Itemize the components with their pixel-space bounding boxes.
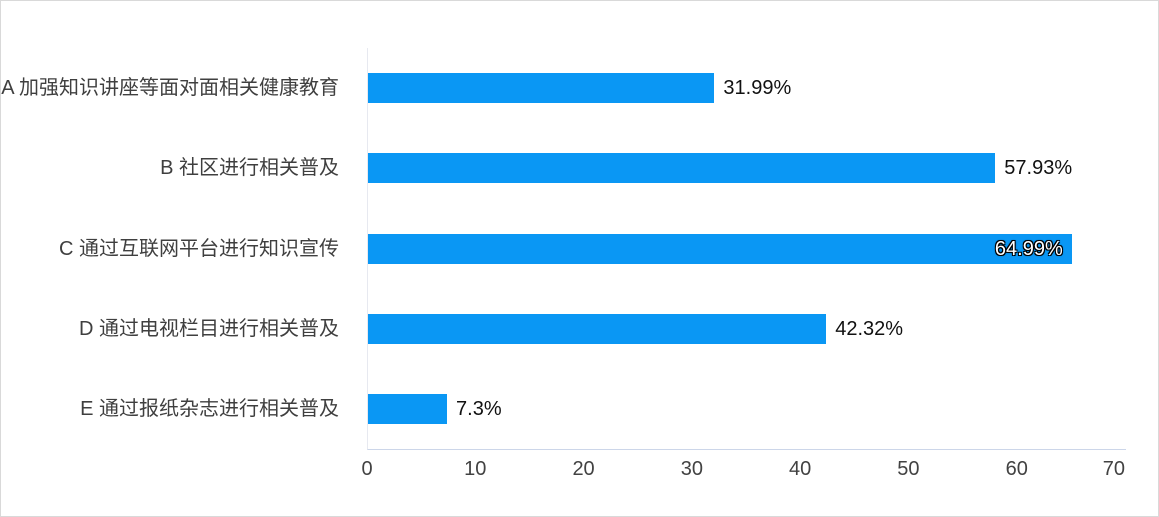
x-axis-tick: 70 — [1102, 458, 1125, 480]
x-axis-tick: 50 — [897, 458, 920, 480]
category-axis: A 加强知识讲座等面对面相关健康教育 B 社区进行相关普及 C 通过互联网平台进行知… — [1, 48, 353, 449]
x-axis-tick: 10 — [464, 458, 487, 480]
bar[interactable]: 42.32% — [368, 313, 903, 344]
x-axis-tick: 30 — [680, 458, 703, 480]
bar[interactable]: 64.99% — [368, 233, 1072, 264]
bar-row: 57.93% — [368, 128, 1126, 208]
bar[interactable]: 31.99% — [368, 73, 791, 104]
bar-row: 42.32% — [368, 289, 1126, 369]
x-axis-tick: 60 — [1005, 458, 1028, 480]
category-label: E 通过报纸杂志进行相关普及 — [80, 397, 339, 420]
category-label: B 社区进行相关普及 — [160, 157, 339, 180]
value-axis: 0 10 20 30 40 50 60 70 — [361, 457, 1125, 483]
plot-area: 31.99% 57.93% 64.99% 42.32% 7.3% — [367, 48, 1126, 450]
bar-row: 7.3% — [368, 369, 1126, 449]
x-axis-tick: 20 — [572, 458, 595, 480]
value-label: 64.99% — [994, 237, 1063, 260]
value-label: 31.99% — [723, 77, 792, 100]
value-label: 7.3% — [456, 397, 502, 420]
bar[interactable]: 7.3% — [368, 393, 502, 424]
x-axis-tick: 0 — [361, 458, 373, 480]
value-label: 42.32% — [835, 317, 904, 340]
category-label: D 通过电视栏目进行相关普及 — [79, 317, 339, 340]
category-label: A 加强知识讲座等面对面相关健康教育 — [1, 77, 339, 100]
x-axis-tick: 40 — [789, 458, 812, 480]
category-label: C 通过互联网平台进行知识宣传 — [59, 237, 339, 260]
bar[interactable]: 57.93% — [368, 153, 1072, 184]
value-label: 57.93% — [1004, 157, 1073, 180]
bar-row: 64.99% — [368, 208, 1126, 288]
bar-row: 31.99% — [368, 48, 1126, 128]
